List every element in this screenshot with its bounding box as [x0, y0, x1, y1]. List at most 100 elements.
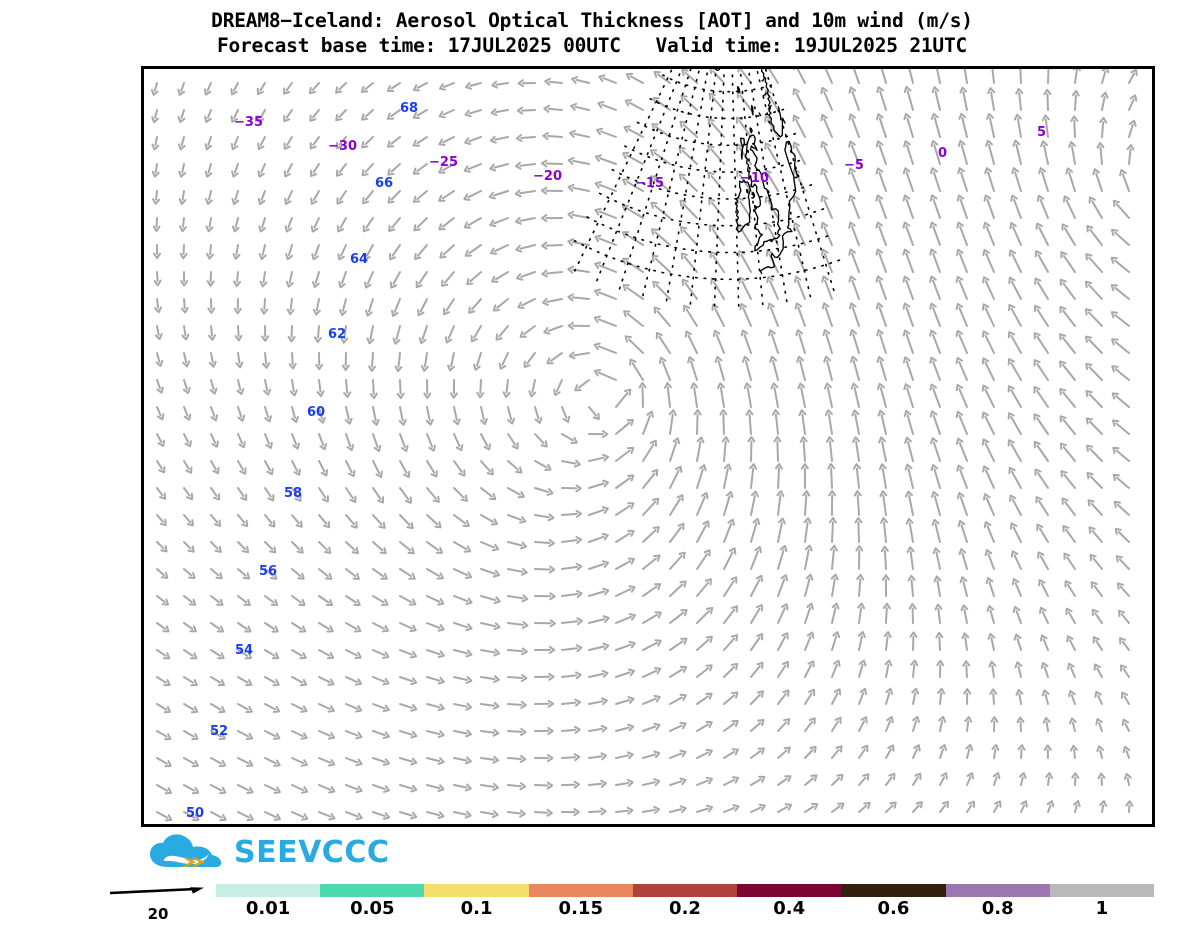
wind-vector-arrow — [480, 406, 488, 425]
wind-vector-arrow — [372, 730, 390, 739]
wind-vector-arrow — [237, 568, 250, 580]
wind-vector-arrow — [955, 356, 968, 381]
wind-vector-arrow — [955, 383, 968, 408]
wind-vector-arrow — [345, 811, 363, 821]
wind-vector-arrow — [827, 463, 836, 489]
wind-vector-arrow — [910, 659, 919, 678]
wind-vector-arrow — [879, 490, 888, 516]
wind-vector-arrow — [426, 730, 445, 739]
wind-vector-arrow — [745, 409, 754, 435]
wind-vector-arrow — [938, 715, 947, 732]
wind-vector-arrow — [338, 271, 347, 289]
aot-colorbar-ticks: 0.01 0.05 0.1 0.15 0.2 0.4 0.6 0.8 1 — [216, 898, 1154, 922]
wind-vector-arrow — [156, 406, 165, 421]
wind-vector-arrow — [981, 357, 995, 381]
wind-vector-arrow — [1033, 386, 1049, 408]
wind-vector-arrow — [452, 406, 461, 426]
wind-vector-arrow — [210, 406, 219, 422]
wind-vector-arrow — [318, 622, 334, 633]
wind-vector-arrow — [985, 577, 995, 597]
wind-vector-arrow — [804, 802, 819, 813]
wind-vector-arrow — [336, 190, 347, 205]
wind-vector-arrow — [561, 698, 582, 707]
wind-vector-arrow — [236, 379, 245, 396]
wind-vector-arrow — [480, 541, 500, 552]
aot-colorbar[interactable] — [216, 884, 1154, 897]
wind-vector-arrow — [981, 384, 995, 408]
wind-vector-arrow — [488, 190, 509, 200]
wind-vector-arrow — [777, 775, 792, 786]
gridline — [665, 69, 709, 302]
wind-vector-arrow — [1086, 225, 1103, 246]
wind-vector-arrow — [210, 541, 222, 553]
wind-vector-arrow — [966, 772, 975, 786]
wind-vector-arrow — [777, 574, 789, 597]
wind-vector-arrow — [1015, 688, 1024, 705]
wind-vector-arrow — [1059, 442, 1076, 462]
gridline — [598, 192, 825, 227]
wind-vector-arrow — [1095, 718, 1103, 732]
wind-vector-arrow — [335, 136, 347, 149]
wind-vector-arrow — [507, 487, 525, 499]
wind-vector-arrow — [567, 157, 590, 165]
wind-vector-arrow — [154, 325, 163, 341]
wind-vector-arrow — [318, 676, 335, 686]
page-title: DREAM8−Iceland: Aerosol Optical Thicknes… — [211, 9, 973, 32]
wind-vector-arrow — [257, 163, 266, 178]
colorbar-tick-label: 0.15 — [558, 898, 603, 919]
wind-vector-arrow — [541, 159, 563, 168]
wind-vector-arrow — [473, 352, 482, 371]
wind-vector-arrow — [858, 801, 871, 813]
wind-vector-arrow — [723, 748, 739, 759]
wind-vector-arrow — [318, 487, 329, 503]
wind-vector-arrow — [593, 342, 617, 354]
wind-vector-arrow — [315, 352, 324, 371]
wind-vector-arrow — [642, 439, 657, 462]
wind-vector-arrow — [678, 146, 698, 165]
wind-vector-arrow — [183, 676, 198, 687]
gridline — [586, 216, 835, 254]
wind-vector-arrow — [264, 676, 280, 687]
wind-vector-arrow — [1036, 523, 1049, 543]
wind-vector-arrow — [507, 782, 527, 791]
wind-vector-arrow — [237, 595, 251, 606]
wind-vector-arrow — [237, 784, 254, 794]
wind-vector-arrow — [237, 460, 247, 475]
wind-vector-arrow — [875, 167, 887, 192]
wind-vector-arrow — [792, 88, 806, 111]
wind-vector-arrow — [735, 116, 752, 138]
wind-vector-arrow — [231, 163, 239, 178]
wind-vector-arrow — [1110, 284, 1130, 300]
wind-vector-arrow — [768, 329, 779, 354]
wind-vector-arrow — [1013, 113, 1022, 138]
coastline-path — [740, 137, 746, 160]
wind-vector-arrow — [156, 541, 168, 553]
wind-vector-arrow — [363, 244, 374, 261]
wind-vector-arrow — [1016, 716, 1025, 732]
wind-vector-arrow — [1110, 311, 1130, 327]
wind-vector-arrow — [1112, 473, 1130, 489]
wind-vector-arrow — [567, 293, 590, 302]
wind-vector-arrow — [399, 649, 418, 659]
coastline-path — [776, 230, 793, 259]
wind-vector-arrow — [803, 517, 812, 543]
map-frame[interactable]: 68 66 64 62 60 58 56 54 52 50 −35 −30 −25 −20 −15 −10 −5… — [141, 66, 1155, 827]
wind-vector-arrow — [669, 609, 688, 624]
wind-vector-arrow — [594, 261, 617, 273]
wind-vector-arrow — [708, 198, 725, 219]
wind-vector-arrow — [957, 519, 968, 543]
wind-vector-arrow — [453, 595, 473, 605]
wind-vector-arrow — [291, 676, 308, 687]
wind-vector-arrow — [804, 573, 814, 597]
wind-vector-arrow — [1061, 497, 1076, 516]
wind-vector-arrow — [594, 234, 617, 246]
wind-vector-arrow — [795, 329, 806, 354]
wind-vector-arrow — [653, 306, 671, 327]
wind-vector-arrow — [561, 536, 583, 544]
wind-vector-arrow — [986, 605, 995, 624]
wind-vector-arrow — [764, 169, 779, 192]
wind-vector-arrow — [155, 352, 164, 367]
wind-vector-arrow — [571, 76, 590, 84]
wind-vector-arrow — [318, 784, 336, 794]
wind-vector-arrow — [649, 149, 671, 165]
